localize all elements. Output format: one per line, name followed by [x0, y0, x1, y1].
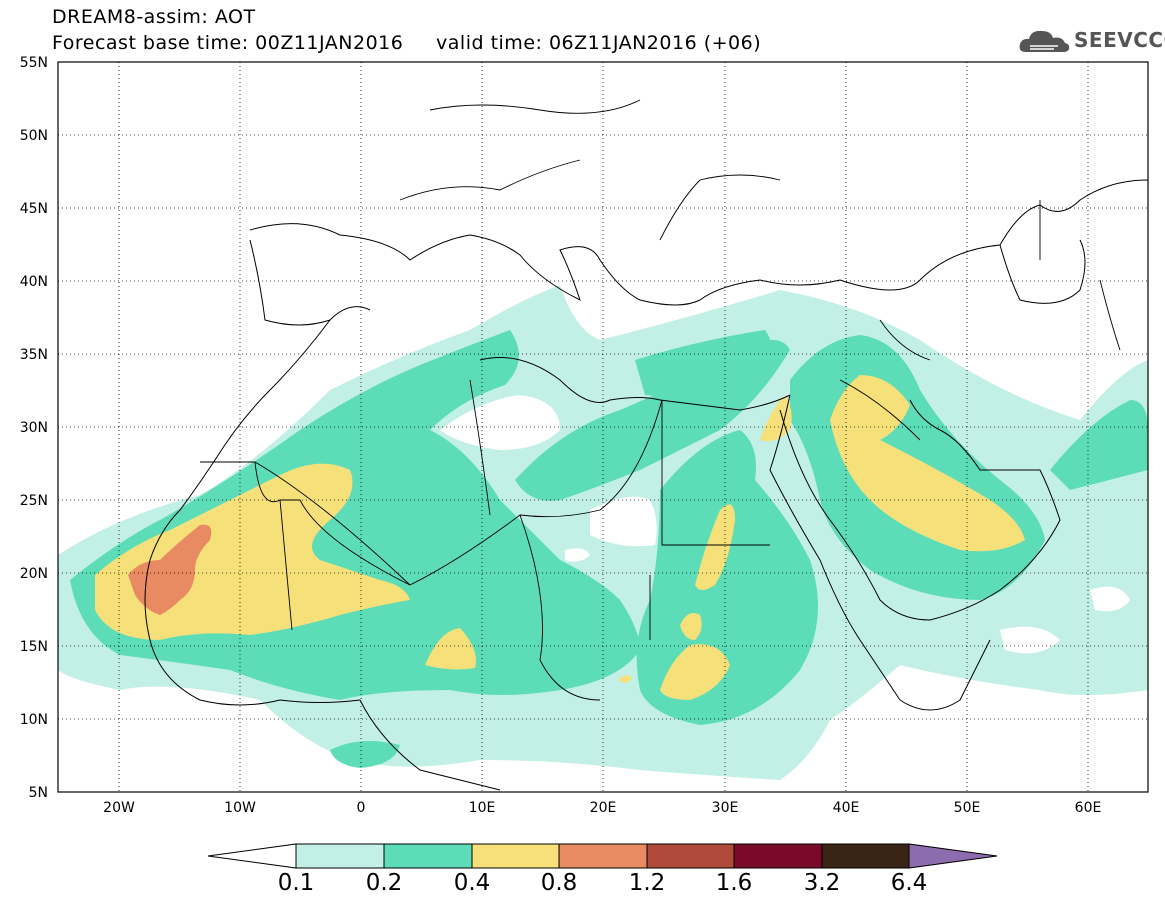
- colorbar-label: 0.1: [277, 870, 315, 896]
- lat-label: 25N: [20, 493, 48, 509]
- map-frame: [57, 61, 1149, 793]
- lon-label: 20E: [590, 800, 617, 816]
- logo-text: SEEVCCC: [1074, 28, 1165, 52]
- seevccc-logo: SEEVCCC: [1018, 26, 1165, 56]
- country-borders: [200, 99, 1121, 701]
- lon-label: 40E: [833, 800, 860, 816]
- aot-fields: [58, 285, 1148, 780]
- colorbar: [207, 843, 998, 869]
- lon-labels: 20W 10W 0 10E 20E 30E 40E 50E 60E: [103, 800, 1101, 816]
- lat-label: 50N: [20, 128, 48, 144]
- colorbar-label: 1.2: [628, 870, 666, 896]
- chart-subtitle: Forecast base time: 00Z11JAN2016 valid t…: [52, 32, 762, 54]
- lon-label: 10E: [469, 800, 496, 816]
- lat-label: 5N: [29, 785, 48, 801]
- lat-label: 35N: [20, 347, 48, 363]
- colorbar-label: 6.4: [890, 870, 928, 896]
- colorbar-label: 1.6: [715, 870, 753, 896]
- colorbar-label: 0.8: [540, 870, 578, 896]
- colorbar-high-arrow: [908, 843, 998, 869]
- lon-label: 20W: [103, 800, 135, 816]
- aot-band-0-8: [128, 524, 212, 615]
- colorbar-label: 0.2: [365, 870, 403, 896]
- lat-labels: 55N 50N 45N 40N 35N 30N 25N 20N 15N 10N …: [20, 55, 48, 801]
- clear-patches: [440, 395, 1130, 654]
- colorbar-swatch: [821, 843, 910, 869]
- colorbar-label: 3.2: [803, 870, 841, 896]
- lat-label: 45N: [20, 201, 48, 217]
- lon-label: 0: [357, 800, 366, 816]
- lat-label: 20N: [20, 566, 48, 582]
- graticule: [58, 62, 1148, 792]
- lon-label: 50E: [954, 800, 981, 816]
- colorbar-swatch: [295, 843, 385, 869]
- colorbar-swatch: [471, 843, 560, 869]
- colorbar-swatch: [558, 843, 648, 869]
- colorbar-swatch: [733, 843, 823, 869]
- lon-label: 60E: [1075, 800, 1102, 816]
- lat-label: 15N: [20, 639, 48, 655]
- lat-label: 30N: [20, 420, 48, 436]
- coastlines: [144, 179, 1148, 791]
- lat-label: 10N: [20, 712, 48, 728]
- lon-label: 30E: [712, 800, 739, 816]
- lat-label: 55N: [20, 55, 48, 71]
- chart-title: DREAM8-assim: AOT: [52, 6, 256, 28]
- cloud-icon: [1019, 30, 1070, 52]
- lat-label: 40N: [20, 274, 48, 290]
- lon-label: 10W: [224, 800, 256, 816]
- colorbar-label: 0.4: [453, 870, 491, 896]
- colorbar-low-arrow: [207, 843, 297, 869]
- colorbar-swatch: [646, 843, 735, 869]
- colorbar-swatch: [383, 843, 473, 869]
